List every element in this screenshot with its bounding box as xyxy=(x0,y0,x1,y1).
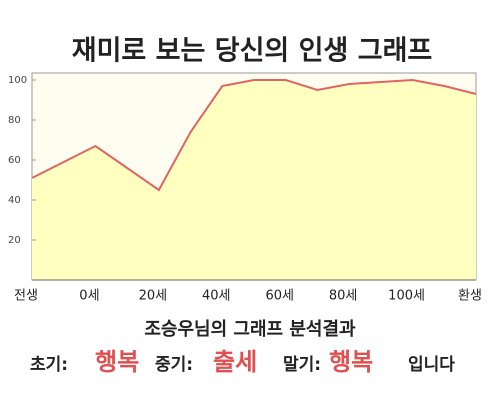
y-tick-label: 60 xyxy=(8,155,21,166)
result-word: 행복 xyxy=(329,348,373,376)
area xyxy=(32,80,476,280)
y-tick-label: 20 xyxy=(8,235,21,246)
y-tick-label: 80 xyxy=(8,115,21,126)
x-tick-label: 20세 xyxy=(139,289,168,304)
y-tick-label: 40 xyxy=(8,195,21,206)
result-word: 출세 xyxy=(213,348,257,376)
label: 중기: xyxy=(155,355,193,375)
label: 말기: xyxy=(283,354,321,375)
x-tick-label: 40세 xyxy=(202,289,231,304)
x-tick-label: 0세 xyxy=(79,289,99,304)
line xyxy=(31,78,477,192)
x-tick-label: 환생 xyxy=(458,289,482,304)
label: 입니다 xyxy=(408,355,455,375)
y-tick-label: 100 xyxy=(8,75,27,86)
x-tick-label: 100세 xyxy=(388,289,425,304)
result-word: 행복 xyxy=(95,348,139,376)
x-tick-label: 80세 xyxy=(329,289,358,304)
result-heading: 조승우님의 그래프 분석결과 xyxy=(144,319,356,340)
x-tick-label: 60세 xyxy=(265,289,294,304)
x-tick-label: 전생 xyxy=(14,289,38,304)
label: 초기: xyxy=(30,355,68,375)
chart-title: 재미로 보는 당신의 인생 그래프 xyxy=(72,36,433,67)
